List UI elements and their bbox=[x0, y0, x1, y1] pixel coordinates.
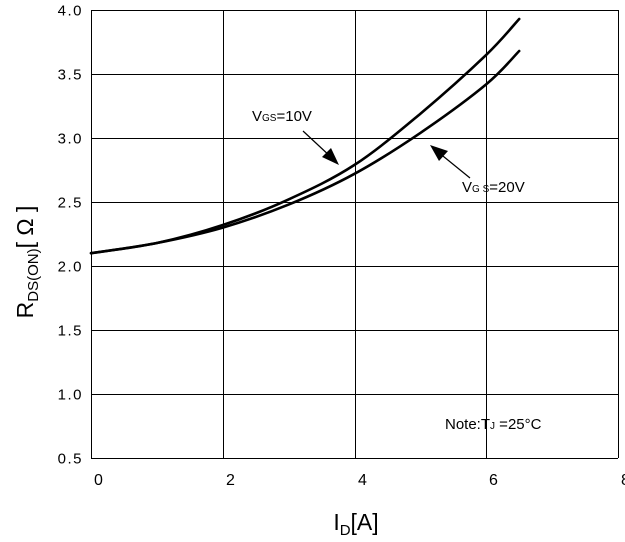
x-tick-label: 0 bbox=[94, 472, 103, 489]
y-tick-labels: 0.5 1.0 1.5 2.0 2.5 3.0 3.5 4.0 bbox=[58, 3, 83, 468]
y-tick-label: 4.0 bbox=[58, 3, 83, 20]
y-tick-label: 1.5 bbox=[58, 323, 83, 340]
x-axis-title: ID[A] bbox=[333, 509, 378, 539]
note-tj-25c: Note:TJ =25°C bbox=[445, 416, 542, 433]
y-tick-label: 3.5 bbox=[58, 67, 83, 84]
x-tick-labels: 0 2 4 6 8 bbox=[94, 472, 625, 489]
y-axis-title: RDS(ON)[ Ω ] bbox=[12, 206, 42, 319]
grid bbox=[91, 10, 619, 459]
annotation-vgs-20v: VG S=20V bbox=[462, 179, 525, 196]
annotation-vgs-10v: VGS=10V bbox=[252, 108, 312, 125]
x-tick-label: 8 bbox=[621, 472, 625, 489]
y-tick-label: 2.0 bbox=[58, 259, 83, 276]
x-tick-label: 2 bbox=[226, 472, 235, 489]
series-lines bbox=[89, 17, 521, 255]
y-tick-label: 1.0 bbox=[58, 387, 83, 404]
y-tick-label: 0.5 bbox=[58, 451, 83, 468]
arrow-vgs-20v bbox=[430, 145, 471, 179]
x-tick-label: 6 bbox=[489, 472, 498, 489]
series-line-vgs-10v bbox=[89, 17, 521, 255]
arrow-vgs-10v bbox=[302, 130, 339, 165]
y-tick-label: 3.0 bbox=[58, 131, 83, 148]
series-line-vgs-20v bbox=[89, 49, 521, 255]
x-tick-label: 4 bbox=[358, 472, 367, 489]
y-tick-label: 2.5 bbox=[58, 195, 83, 212]
